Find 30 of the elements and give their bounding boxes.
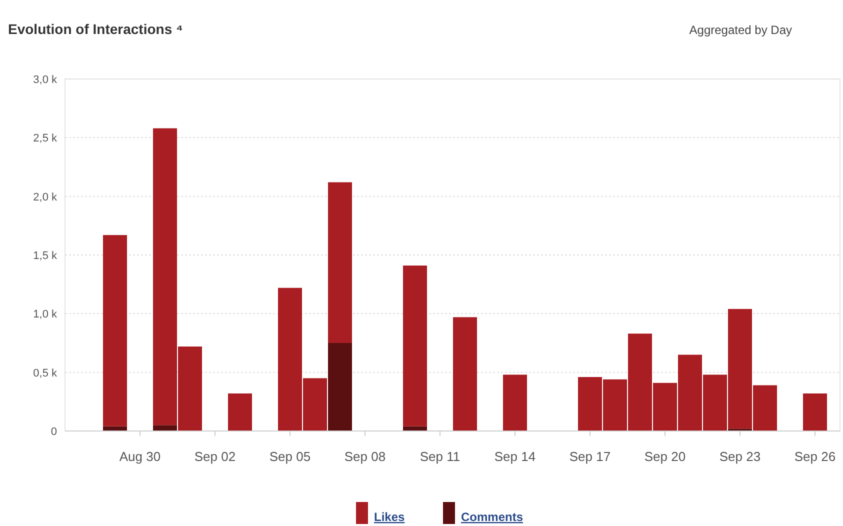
- x-tick-label: Sep 17: [569, 449, 611, 464]
- y-tick-label: 0: [50, 426, 57, 438]
- y-tick-label: 2,0 k: [33, 191, 58, 204]
- y-tick-label: 1,0 k: [33, 308, 58, 321]
- y-tick-label: 2,5 k: [33, 132, 58, 145]
- y-tick-label: 3,0 k: [33, 74, 58, 86]
- bar: [403, 266, 427, 426]
- bar: [503, 374, 527, 431]
- x-tick-label: Sep 14: [494, 449, 536, 464]
- x-tick-label: Sep 26: [794, 449, 836, 464]
- bar: [228, 393, 252, 431]
- x-tick-label: Sep 08: [344, 449, 386, 464]
- x-tick-label: Sep 11: [420, 449, 460, 464]
- bar: [803, 393, 827, 431]
- bar: [103, 235, 127, 426]
- bar: [153, 425, 177, 431]
- legend-label: Likes: [374, 510, 406, 524]
- chart-title: Evolution of Interactions ⁴: [8, 21, 184, 37]
- bar: [453, 317, 477, 431]
- x-tick-label: Sep 20: [644, 449, 686, 464]
- x-tick-label: Aug 30: [119, 449, 161, 464]
- bar: [328, 343, 352, 431]
- chart-subtitle: Aggregated by Day: [689, 23, 792, 37]
- bar: [328, 182, 352, 343]
- y-tick-label: 1,5 k: [33, 250, 58, 262]
- x-tick-label: Sep 02: [194, 449, 236, 464]
- x-tick-label: Sep 05: [269, 449, 311, 464]
- x-tick-label: Sep 23: [719, 449, 761, 464]
- legend-label: Comments: [461, 510, 524, 524]
- y-tick-label: 0,5 k: [33, 367, 58, 380]
